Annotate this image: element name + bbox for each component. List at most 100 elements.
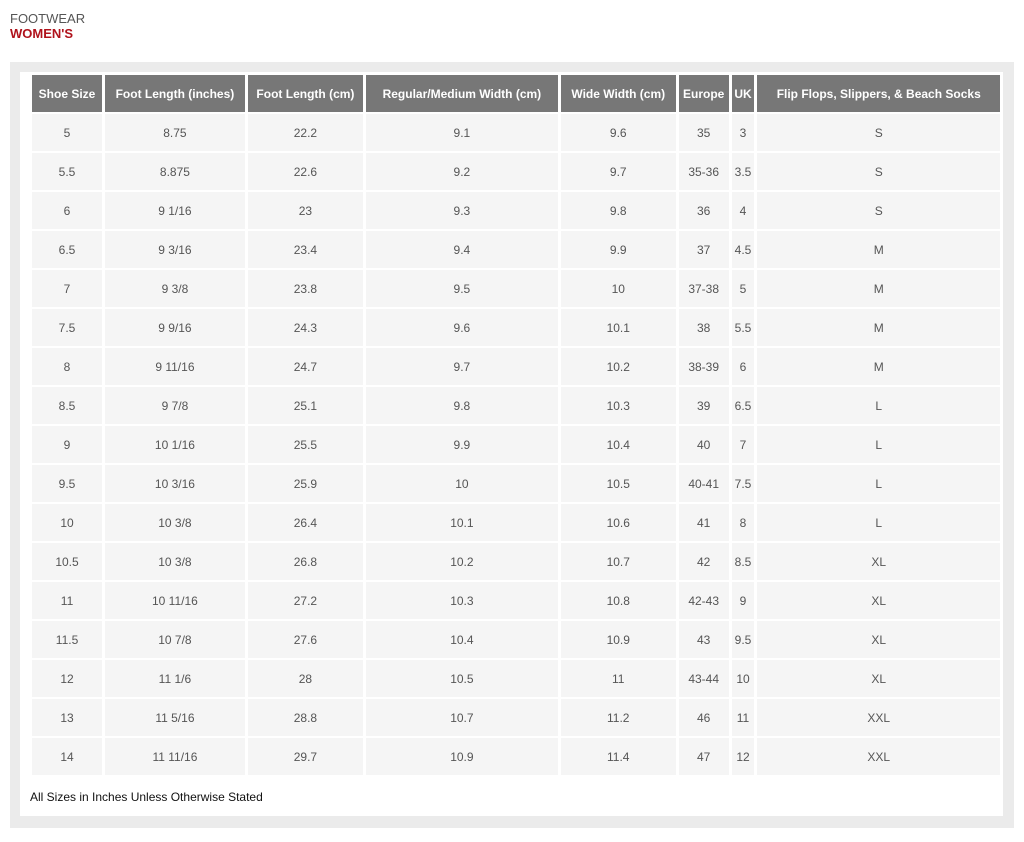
table-cell: 9.4 <box>366 231 558 268</box>
table-cell: 13 <box>32 699 103 736</box>
table-cell: 4.5 <box>731 231 755 268</box>
table-cell: S <box>757 192 1000 229</box>
table-cell: 40-41 <box>678 465 729 502</box>
table-cell: 10.5 <box>560 465 676 502</box>
table-cell: 37-38 <box>678 270 729 307</box>
table-cell: 7 <box>32 270 103 307</box>
table-cell: 9.6 <box>366 309 558 346</box>
table-cell: 9 1/16 <box>105 192 245 229</box>
header-row: Shoe Size Foot Length (inches) Foot Length… <box>32 75 1000 112</box>
size-chart-table: Shoe Size Foot Length (inches) Foot Length… <box>29 73 1003 777</box>
table-cell: 41 <box>678 504 729 541</box>
table-cell: 5.5 <box>32 153 103 190</box>
table-cell: 10.8 <box>560 582 676 619</box>
table-cell: 7 <box>731 426 755 463</box>
column-header: Shoe Size <box>32 75 103 112</box>
table-cell: 10 <box>32 504 103 541</box>
table-row: 14 11 11/16 29.7 10.9 11.4 47 12 XXL <box>32 738 1000 775</box>
table-cell: 6 <box>32 192 103 229</box>
table-row: 12 11 1/6 28 10.5 11 43-44 10 XL <box>32 660 1000 697</box>
table-row: 9 10 1/16 25.5 9.9 10.4 40 7 L <box>32 426 1000 463</box>
table-cell: 10.4 <box>366 621 558 658</box>
table-cell: 9 <box>731 582 755 619</box>
table-cell: 25.9 <box>247 465 364 502</box>
table-cell: 25.5 <box>247 426 364 463</box>
table-cell: 11 <box>731 699 755 736</box>
table-cell: 11.5 <box>32 621 103 658</box>
table-cell: L <box>757 504 1000 541</box>
table-cell: 22.2 <box>247 114 364 151</box>
size-chart-container: Shoe Size Foot Length (inches) Foot Length… <box>10 62 1014 828</box>
table-cell: 28 <box>247 660 364 697</box>
table-cell: 10 <box>731 660 755 697</box>
table-cell: 38-39 <box>678 348 729 385</box>
table-cell: M <box>757 231 1000 268</box>
table-cell: 11 <box>560 660 676 697</box>
table-cell: 10.9 <box>560 621 676 658</box>
table-cell: 10.2 <box>560 348 676 385</box>
table-cell: 10 3/8 <box>105 504 245 541</box>
table-cell: 10 3/16 <box>105 465 245 502</box>
table-cell: 9.2 <box>366 153 558 190</box>
table-cell: M <box>757 309 1000 346</box>
table-cell: 46 <box>678 699 729 736</box>
table-cell: 9 7/8 <box>105 387 245 424</box>
table-cell: 10.9 <box>366 738 558 775</box>
table-cell: 28.8 <box>247 699 364 736</box>
table-cell: 3.5 <box>731 153 755 190</box>
table-cell: 8.5 <box>731 543 755 580</box>
table-cell: 39 <box>678 387 729 424</box>
table-cell: 12 <box>32 660 103 697</box>
table-cell: 9 <box>32 426 103 463</box>
table-cell: 10.5 <box>32 543 103 580</box>
table-cell: 7.5 <box>731 465 755 502</box>
column-header: Foot Length (inches) <box>105 75 245 112</box>
table-cell: XXL <box>757 738 1000 775</box>
table-cell: M <box>757 348 1000 385</box>
table-cell: 11 11/16 <box>105 738 245 775</box>
table-cell: 24.3 <box>247 309 364 346</box>
table-cell: 8 <box>731 504 755 541</box>
table-cell: 5.5 <box>731 309 755 346</box>
table-cell: 9.1 <box>366 114 558 151</box>
table-cell: M <box>757 270 1000 307</box>
table-cell: 9.9 <box>560 231 676 268</box>
column-header: Foot Length (cm) <box>247 75 364 112</box>
table-cell: 10.7 <box>366 699 558 736</box>
table-cell: 42 <box>678 543 729 580</box>
table-cell: 22.6 <box>247 153 364 190</box>
table-cell: 10 11/16 <box>105 582 245 619</box>
table-cell: 10.6 <box>560 504 676 541</box>
table-cell: 9.8 <box>560 192 676 229</box>
table-row: 5 8.75 22.2 9.1 9.6 35 3 S <box>32 114 1000 151</box>
table-cell: 12 <box>731 738 755 775</box>
table-cell: 7.5 <box>32 309 103 346</box>
table-cell: 42-43 <box>678 582 729 619</box>
table-row: 10 10 3/8 26.4 10.1 10.6 41 8 L <box>32 504 1000 541</box>
section-title: WOMEN'S <box>10 26 74 41</box>
table-cell: 6.5 <box>731 387 755 424</box>
table-cell: L <box>757 426 1000 463</box>
table-cell: 4 <box>731 192 755 229</box>
table-cell: 23.4 <box>247 231 364 268</box>
table-cell: 26.8 <box>247 543 364 580</box>
table-cell: 9.5 <box>32 465 103 502</box>
table-cell: 5 <box>731 270 755 307</box>
table-cell: L <box>757 387 1000 424</box>
table-cell: 40 <box>678 426 729 463</box>
table-cell: 36 <box>678 192 729 229</box>
table-cell: 35 <box>678 114 729 151</box>
table-cell: 10.3 <box>560 387 676 424</box>
column-header: Flip Flops, Slippers, & Beach Socks <box>757 75 1000 112</box>
table-cell: 9.9 <box>366 426 558 463</box>
table-cell: L <box>757 465 1000 502</box>
table-cell: 10.4 <box>560 426 676 463</box>
category-label: FOOTWEAR <box>10 11 86 26</box>
table-cell: 38 <box>678 309 729 346</box>
table-cell: 9 3/16 <box>105 231 245 268</box>
table-cell: XL <box>757 582 1000 619</box>
column-header: UK <box>731 75 755 112</box>
